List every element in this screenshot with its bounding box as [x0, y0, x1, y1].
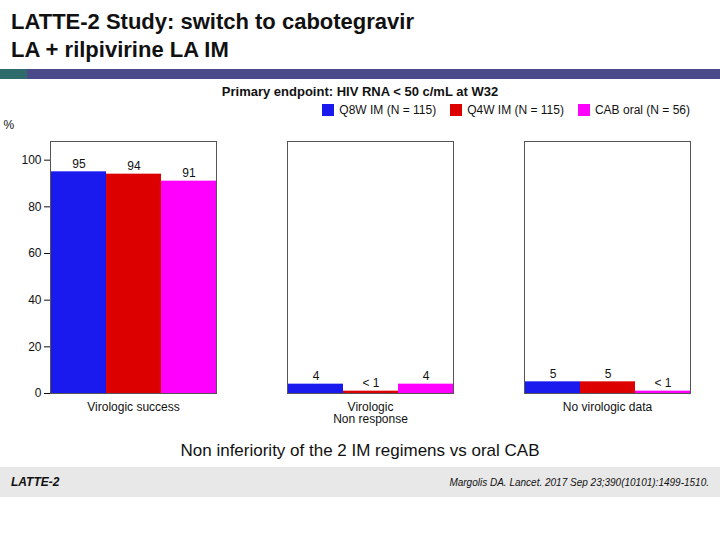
svg-text:5: 5	[550, 367, 557, 381]
svg-text:60: 60	[28, 246, 42, 260]
svg-text:95: 95	[72, 157, 86, 171]
svg-text:91: 91	[182, 166, 196, 180]
html-text:Q8W IM (N = 115): Q8W IM (N = 115)	[339, 103, 437, 117]
svg-text:94: 94	[127, 159, 141, 173]
svg-text:4: 4	[423, 369, 430, 383]
html-text:CAB oral (N = 56): CAB oral (N = 56)	[595, 103, 690, 117]
svg-text:Virologic success: Virologic success	[87, 400, 179, 414]
svg-text:VirologicNon response: VirologicNon response	[333, 400, 408, 426]
html-text:Q4W IM (N = 115): Q4W IM (N = 115)	[467, 103, 564, 117]
html-text:LATTE-2 Study: switch to cabot: LATTE-2 Study: switch to cabotegravir LA…	[11, 9, 414, 62]
svg-text:< 1: < 1	[654, 376, 671, 390]
svg-text:0: 0	[35, 386, 42, 400]
svg-text:40: 40	[28, 293, 42, 307]
svg-text:No virologic data: No virologic data	[563, 400, 653, 414]
svg-text:5: 5	[605, 367, 612, 381]
svg-text:< 1: < 1	[362, 376, 379, 390]
html-text:LATTE-2: LATTE-2	[11, 475, 60, 489]
svg-text:%: %	[4, 118, 15, 132]
svg-text:20: 20	[28, 340, 42, 354]
svg-text:4: 4	[313, 369, 320, 383]
html-text:Primary endpoint: HIV RNA < 50: Primary endpoint: HIV RNA < 50 c/mL at W…	[221, 84, 499, 99]
svg-text:100: 100	[21, 153, 41, 167]
html-text:Margolis DA. Lancet. 2017 Sep: Margolis DA. Lancet. 2017 Sep 23;390(101…	[449, 476, 709, 488]
svg-text:80: 80	[28, 200, 42, 214]
html-text:Non inferiority of the 2 IM re: Non inferiority of the 2 IM regimens vs …	[180, 441, 540, 460]
